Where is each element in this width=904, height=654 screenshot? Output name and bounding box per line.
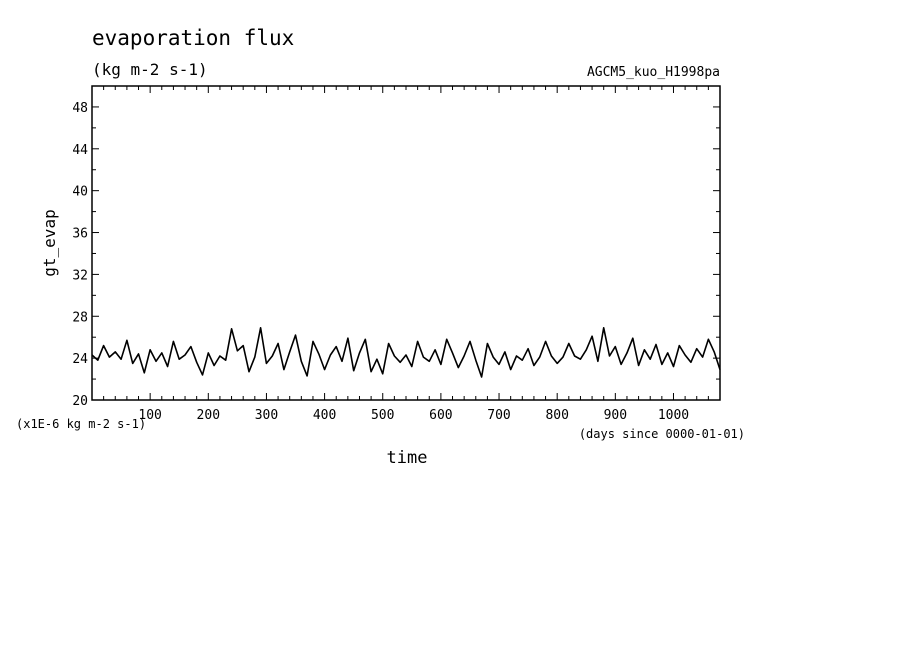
x-tick-label: 300: [255, 408, 278, 423]
y-tick-label: 44: [72, 143, 88, 158]
y-scale-note: (x1E-6 kg m-2 s-1): [16, 417, 146, 431]
y-tick-label: 36: [72, 227, 88, 242]
x-tick-label: 100: [138, 408, 161, 423]
y-tick-label: 20: [72, 394, 88, 409]
tick-labels: 100 200 300 400 500 600 700 800 900 1000 20 24 28 32 3…: [72, 101, 689, 423]
x-tick-label: 400: [313, 408, 336, 423]
chart-title: evaporation flux: [92, 26, 294, 50]
x-tick-label: 500: [371, 408, 394, 423]
x-tick-label: 600: [429, 408, 452, 423]
x-tick-label: 900: [604, 408, 627, 423]
axis-ticks: [92, 86, 720, 400]
y-axis-label: gt_evap: [40, 209, 59, 276]
y-tick-label: 28: [72, 310, 88, 325]
chart-units: (kg m-2 s-1): [92, 60, 208, 79]
y-tick-label: 24: [72, 352, 88, 367]
x-tick-label: 1000: [658, 408, 689, 423]
evap-series-line: [91, 327, 721, 378]
x-tick-label: 800: [545, 408, 568, 423]
y-tick-label: 40: [72, 185, 88, 200]
x-tick-label: 700: [487, 408, 510, 423]
x-tick-label: 200: [197, 408, 220, 423]
y-tick-label: 32: [72, 268, 88, 283]
dataset-label: AGCM5_kuo_H1998pa: [587, 65, 720, 80]
x-unit-note: (days since 0000-01-01): [579, 427, 745, 441]
x-axis-label: time: [387, 448, 428, 468]
y-tick-label: 48: [72, 101, 88, 116]
